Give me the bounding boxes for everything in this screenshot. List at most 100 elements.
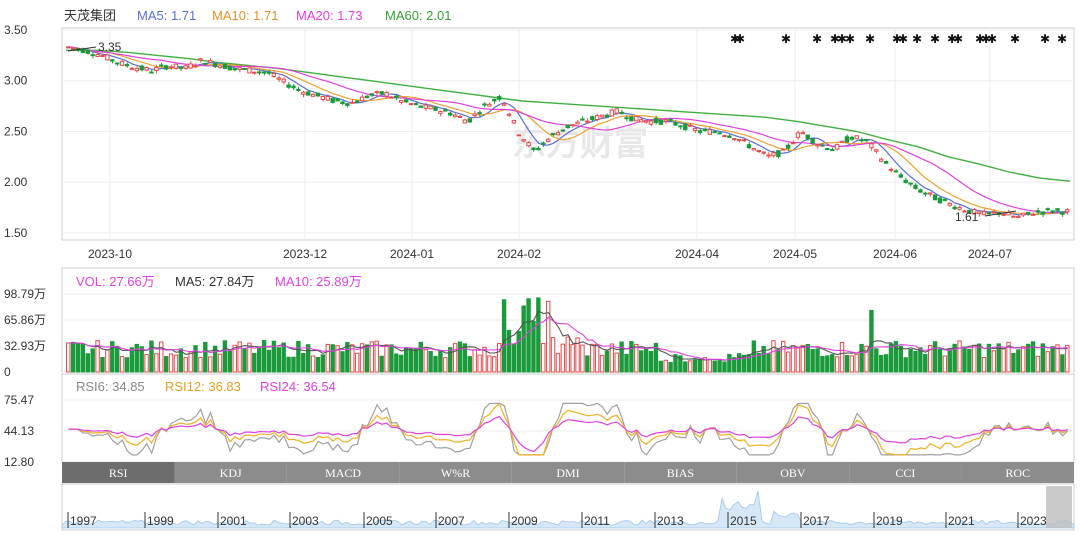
volume-bar [66, 342, 71, 373]
tab-bias[interactable] [624, 462, 737, 483]
candle-body [976, 211, 982, 215]
rsi-tick-label: 75.47 [4, 393, 34, 407]
volume-bar [291, 356, 296, 373]
timeline-navigator[interactable]: 1997 1999 2001 2003 2005 2007 2009 2011 2013 2015… [61, 483, 1075, 531]
candle-body [252, 71, 257, 74]
candle-body [408, 103, 414, 106]
volume-bar [227, 350, 233, 373]
volume-bar [134, 343, 139, 373]
candle-body [1021, 212, 1026, 216]
volume-bar [354, 352, 360, 373]
volume-bar [648, 350, 654, 373]
volume-y-axis: 98.79万 65.86万 32.93万 0 [4, 287, 46, 379]
volume-bar [394, 353, 399, 373]
volume-bar [937, 348, 943, 373]
tab-macd[interactable] [286, 462, 400, 483]
candle-body [159, 64, 164, 67]
tab-dmi[interactable] [511, 462, 625, 483]
candle-body [212, 63, 218, 68]
candle-body [893, 170, 899, 173]
volume-bar [418, 341, 424, 373]
candle-body [154, 66, 159, 72]
volume-bar [923, 353, 928, 373]
candles [66, 46, 1070, 219]
volume-bar [129, 347, 135, 373]
volume-bar [208, 356, 213, 373]
volume-bar [198, 356, 203, 373]
candle-body [139, 65, 144, 71]
volume-bar [350, 344, 355, 373]
volume-bar [526, 298, 531, 373]
volume-bar [697, 358, 703, 373]
candle-body [874, 149, 879, 152]
volume-bar [276, 347, 281, 373]
candle-body [790, 142, 796, 145]
volume-bar [492, 356, 497, 373]
candle-body [198, 58, 203, 61]
timeline-range-selector[interactable] [1046, 486, 1072, 528]
volume-bar [541, 342, 546, 373]
date-tick-label: 2024-05 [773, 247, 817, 261]
volume-bar [570, 344, 575, 373]
candle-body [467, 118, 472, 123]
volume-bar [379, 355, 384, 373]
volume-bar [727, 353, 732, 373]
candle-body [168, 66, 174, 69]
high-annotation-label: 3.35 [98, 40, 122, 54]
candle-body [163, 65, 169, 70]
volume-bar [942, 355, 948, 373]
volume-bar [781, 340, 786, 373]
volume-bar [330, 344, 335, 373]
candle-body [178, 66, 184, 69]
candle-body [531, 147, 536, 151]
candle-body [545, 138, 551, 143]
volume-bar [932, 341, 938, 373]
volume-bar [163, 356, 169, 373]
candle-body [668, 118, 673, 121]
timeline-year-label: 2023 [1020, 514, 1047, 528]
price-header: 天茂集团 MA5: 1.71 MA10: 1.71 MA20: 1.73 MA6… [64, 8, 452, 23]
volume-bar [183, 357, 188, 373]
candle-body [208, 60, 213, 63]
candle-body [232, 68, 237, 71]
candle-body [962, 210, 967, 213]
event-marker-icon: ✱ [812, 32, 822, 46]
volume-bar [599, 354, 605, 373]
price-tick-label: 3.00 [4, 74, 28, 88]
volume-bar [242, 347, 247, 373]
tab-rsi[interactable] [62, 462, 175, 483]
tab-wpctr[interactable] [399, 462, 512, 483]
volume-bar [820, 355, 825, 373]
candle-body [800, 132, 806, 135]
volume-bar [359, 343, 365, 373]
volume-tick-label: 32.93万 [4, 339, 46, 353]
volume-bar [590, 343, 595, 373]
candle-body [85, 49, 90, 54]
volume-bar [124, 357, 130, 373]
candle-body [663, 119, 668, 122]
volume-bar [178, 348, 184, 373]
tab-cci[interactable] [849, 462, 962, 483]
tab-label: DMI [556, 466, 579, 480]
volume-bar [864, 345, 869, 373]
rsi-tick-label: 12.80 [4, 455, 34, 469]
tab-roc[interactable] [961, 462, 1074, 483]
candle-body [918, 189, 923, 193]
volume-bar [550, 337, 556, 373]
candle-body [114, 62, 120, 65]
candle-body [188, 63, 193, 69]
candle-body [908, 182, 913, 185]
candle-body [849, 136, 855, 140]
volume-bar [369, 341, 375, 373]
volume-bar [80, 343, 86, 373]
volume-bar [114, 345, 120, 373]
ma10-line [68, 46, 1068, 215]
volume-bar [560, 343, 566, 373]
volume-bar [766, 353, 771, 373]
tab-kdj[interactable] [174, 462, 287, 483]
low-annotation: 1.61 [955, 210, 1017, 224]
candle-body [296, 88, 301, 91]
tab-obv[interactable] [736, 462, 850, 483]
volume-bar [139, 346, 144, 373]
volume-bar [736, 353, 742, 373]
